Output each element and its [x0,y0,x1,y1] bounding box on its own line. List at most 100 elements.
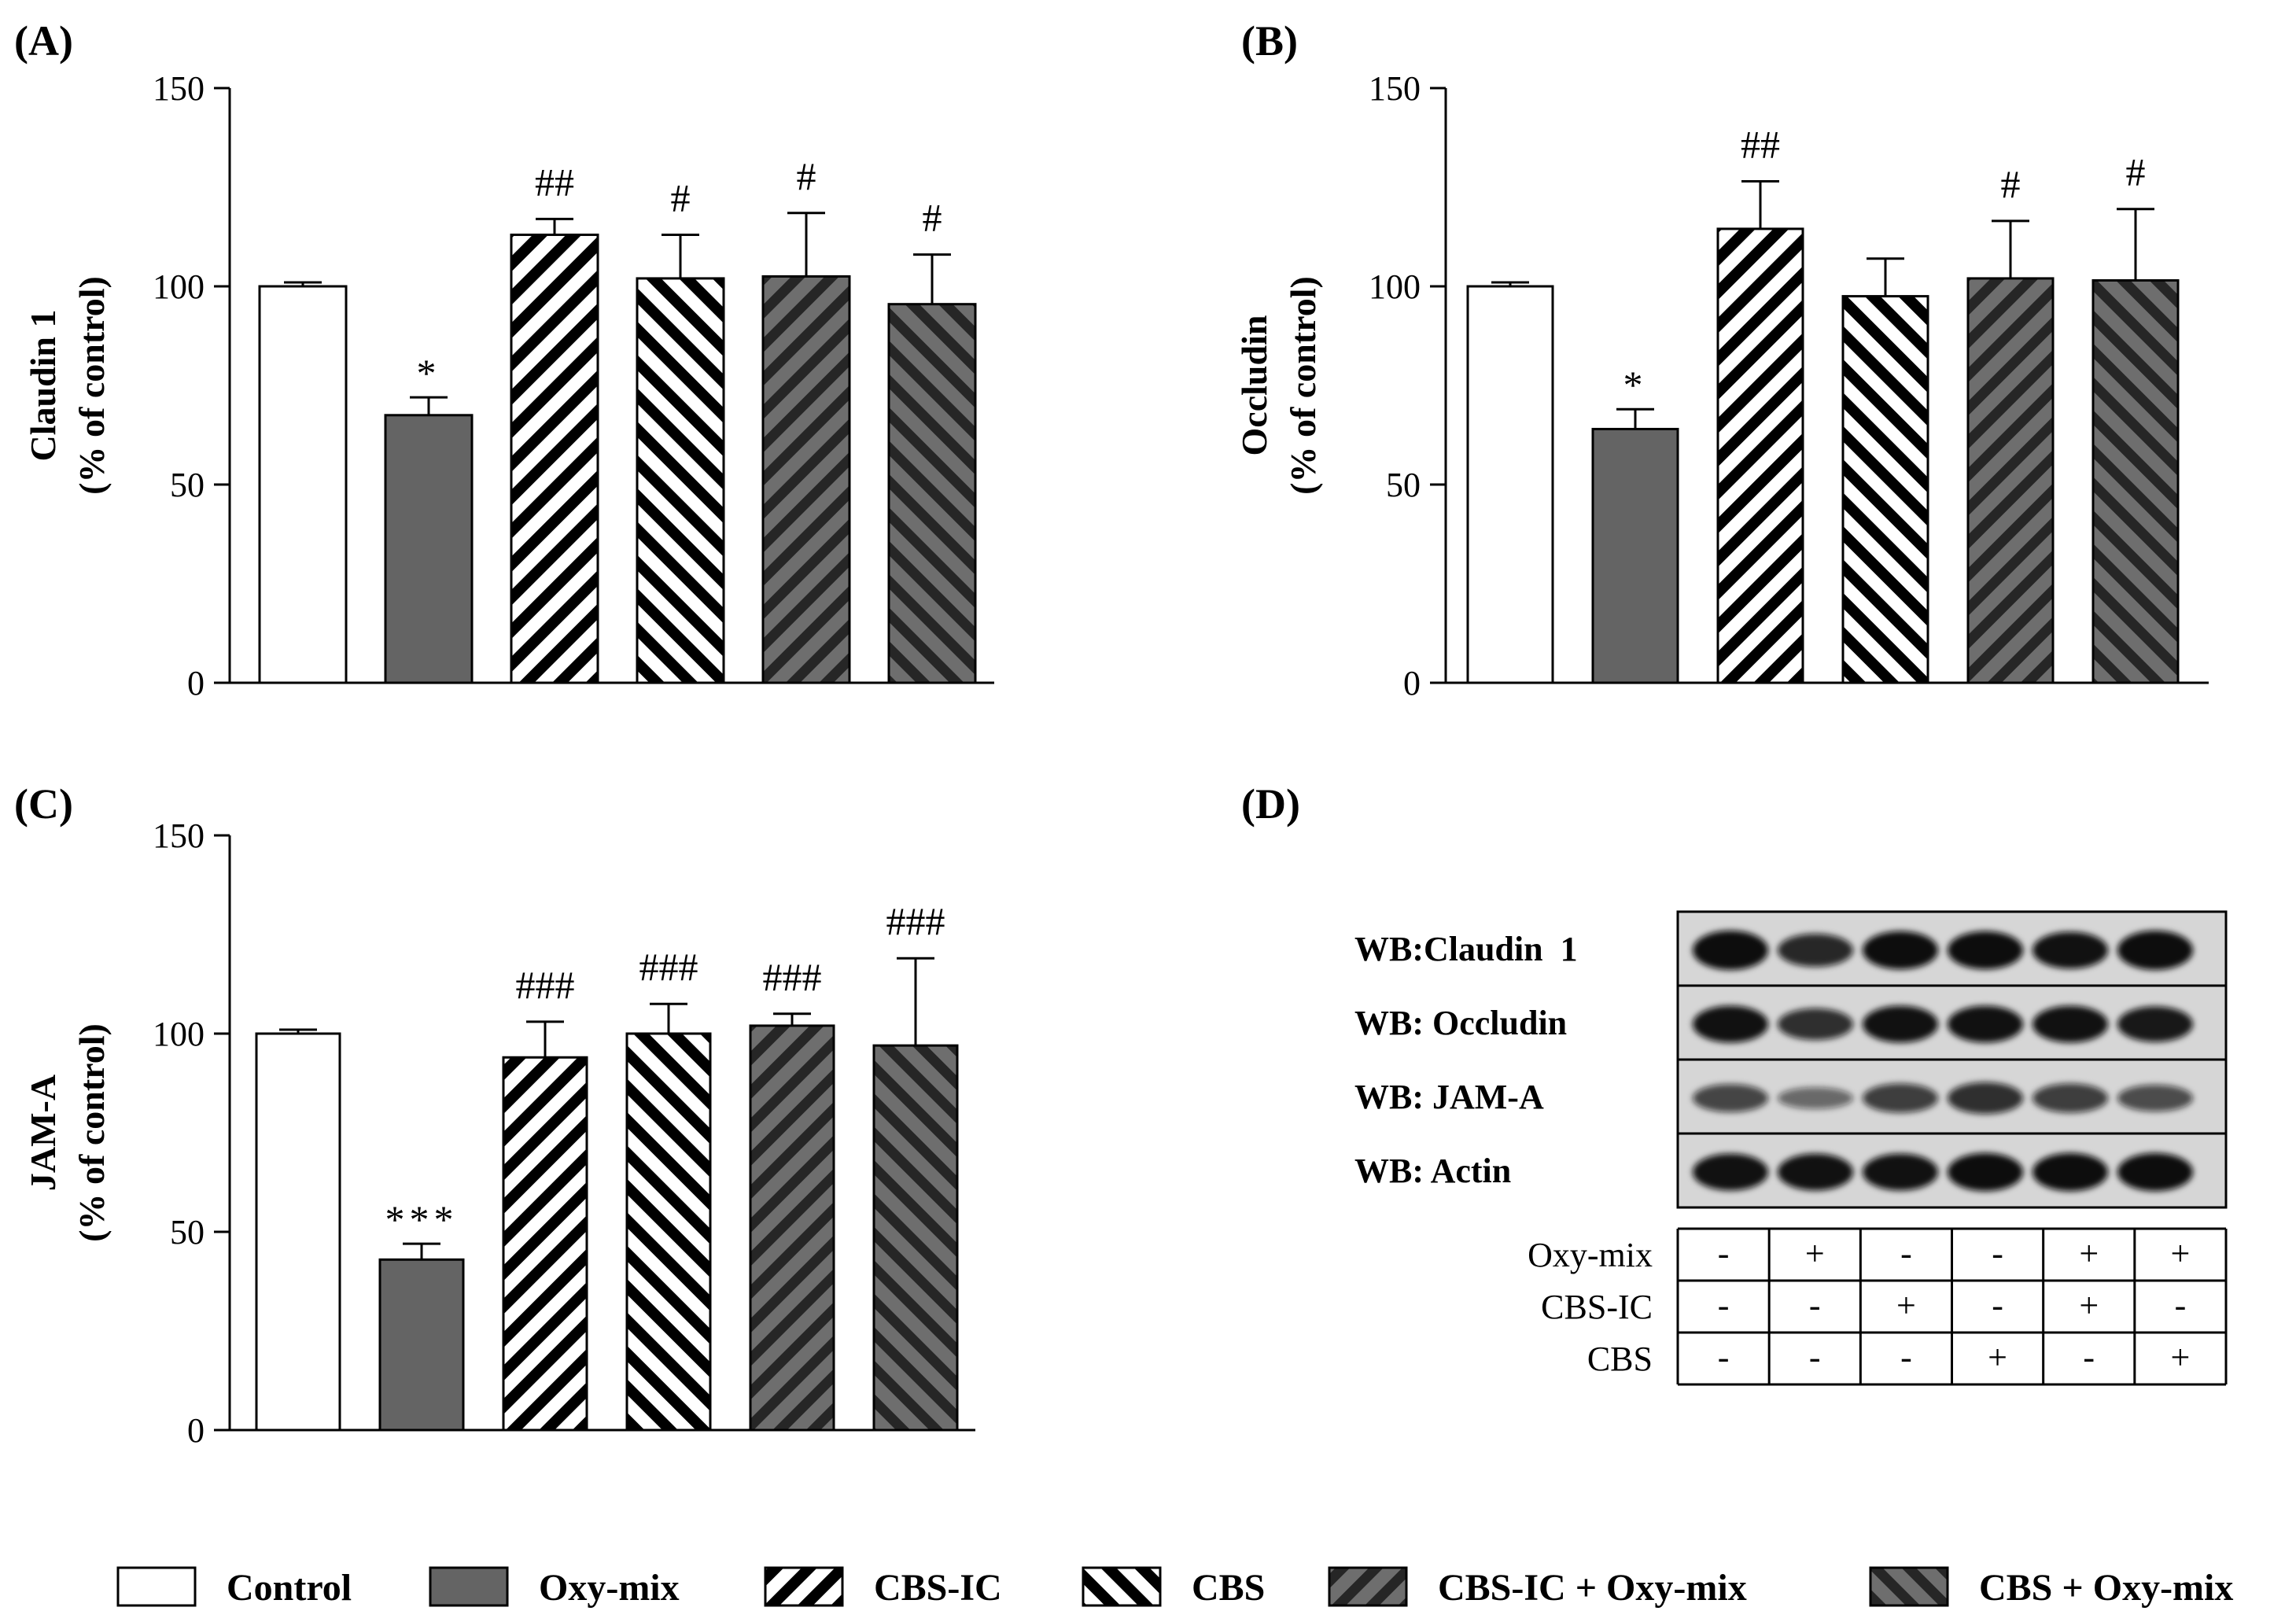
blot-row-label: WB: JAM-A [1354,1078,1544,1116]
panel-label-c: (C) [14,780,73,828]
bar-cbs-oxy-mix [872,1044,959,1432]
significance-label: # [797,154,816,198]
blot-band [1863,1153,1938,1191]
y-axis-label-line1: Claudin 1 [23,309,63,461]
y-tick-label: 50 [1386,466,1421,504]
blot-band [2032,1083,2108,1113]
blot-band [1693,1153,1768,1191]
panel-label-b: (B) [1241,17,1298,65]
bar-cbs-ic-oxy-mix [749,1024,835,1432]
bar-cbs-oxy-mix [2091,278,2180,684]
legend-swatch [429,1566,509,1607]
significance-label: ### [886,899,945,943]
blot-band [1693,931,1768,970]
blot-band [1778,1087,1853,1109]
blot-band [1948,1005,2023,1043]
y-axis-label-line2: (% of control) [72,276,112,495]
bar-cbs-oxy-mix [887,303,977,684]
treatment-cell: - [1992,1234,2003,1273]
bar-cbs [625,1032,712,1432]
legend-swatch [1869,1566,1949,1607]
blot-band [1693,1084,1768,1112]
treatment-cell: + [2171,1338,2191,1377]
legend-label: CBS [1192,1567,1265,1609]
legend-label: CBS-IC [874,1567,1002,1609]
bar-cbs-ic [1716,227,1804,684]
bar-control [258,285,348,684]
bar-oxy-mix [384,414,474,684]
treatment-cell: - [2083,1338,2095,1377]
bar-cbs-ic-oxy-mix [761,275,851,684]
legend-label: Control [227,1567,352,1609]
legend-label: CBS-IC + Oxy-mix [1438,1567,1747,1609]
bar-cbs [1841,295,1929,684]
treatment-cell: + [2079,1234,2099,1273]
y-tick-label: 0 [187,1411,205,1450]
treatment-label: Oxy-mix [1528,1236,1653,1274]
chart-c-jam-a: 0 50 100 150 JAM-A (% of control) *** ### ### ###… [23,817,975,1450]
y-tick-label: 100 [153,1015,205,1053]
significance-label: ## [1741,122,1780,166]
bar-cbs-ic [502,1056,588,1432]
bar-cbs-ic-oxy-mix [1966,277,2055,684]
y-axis-label-line2: (% of control) [1283,276,1323,495]
significance-label: ### [763,955,822,999]
blot-band [2117,1006,2193,1042]
legend-swatch [116,1566,197,1607]
treatment-cell: + [2171,1234,2191,1273]
bar-control [255,1032,341,1432]
bar-oxy-mix [378,1258,465,1432]
treatment-cell: - [1992,1286,2003,1325]
y-tick-label: 150 [1369,69,1421,108]
bar-cbs [636,277,725,684]
panel-label-d: (D) [1241,780,1300,828]
blot-band [1948,1082,2023,1115]
significance-label: ## [535,160,574,204]
y-tick-label: 0 [1403,664,1421,702]
treatment-cell: - [2175,1286,2187,1325]
bar-oxy-mix [1591,427,1679,684]
blot-band [2117,931,2193,970]
legend: Control Oxy-mix CBS-IC CBS CBS-IC + Oxy-mix C… [116,1566,2233,1609]
treatment-label: CBS-IC [1541,1288,1653,1326]
blot-band [1948,931,2023,970]
y-tick-label: 150 [153,69,205,108]
blot-row-label: WB: Occludin [1354,1004,1567,1042]
treatment-cell: + [1896,1286,1916,1325]
blot-band [1948,1152,2023,1192]
blot-band [2032,1005,2108,1043]
blot-band [1778,934,1853,967]
blot-band [1863,1005,1938,1043]
treatment-cell: - [1900,1234,1912,1273]
significance-label: ### [639,945,698,989]
treatment-cell: - [1718,1234,1730,1273]
treatment-cell: - [1809,1286,1821,1325]
blot-band [1863,1083,1938,1113]
bar-cbs-ic [510,233,599,684]
bar-control [1466,285,1554,684]
treatment-cell: - [1809,1338,1821,1377]
y-tick-label: 50 [170,466,205,504]
treatment-cell: - [1718,1338,1730,1377]
treatment-cell: + [1988,1338,2007,1377]
significance-label: # [2001,162,2021,206]
y-axis-label-line1: JAM-A [23,1075,63,1191]
significance-label: # [671,175,691,219]
blot-band [2032,931,2108,969]
significance-label: # [923,196,942,240]
treatment-cell: - [1718,1286,1730,1325]
treatment-cell: - [1900,1338,1912,1377]
panel-d-western-blot: WB:Claudin 1 WB: Occludin WB: JAM-A WB: Act… [1354,910,2228,1386]
blot-band [2117,1152,2193,1192]
significance-label: * [1623,363,1648,407]
legend-label: CBS + Oxy-mix [1979,1567,2233,1609]
y-axis-label-line1: Occludin [1234,315,1274,456]
y-tick-label: 100 [1369,267,1421,306]
blot-row-label: WB: Actin [1354,1152,1511,1190]
y-tick-label: 50 [170,1213,205,1252]
legend-label: Oxy-mix [539,1567,680,1609]
blot-band [1693,1005,1768,1043]
blot-band [2032,1152,2108,1192]
